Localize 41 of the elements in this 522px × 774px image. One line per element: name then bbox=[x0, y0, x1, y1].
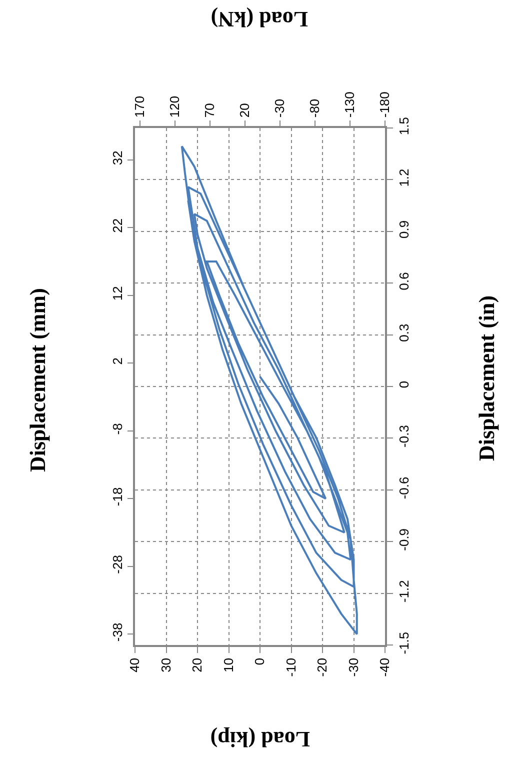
y-tick-label: 12 bbox=[110, 286, 126, 301]
y-axis-title: Displacement (mm) bbox=[25, 288, 50, 472]
x-axis-title: Load (kip) bbox=[210, 727, 310, 752]
x2-tick-label: -30 bbox=[272, 98, 288, 118]
y-tick-label: -8 bbox=[110, 423, 126, 435]
y-tick-label: 32 bbox=[110, 150, 126, 166]
x-tick-label: -20 bbox=[314, 658, 330, 677]
y2-tick-label: 0.6 bbox=[396, 272, 412, 290]
x-tick-label: -30 bbox=[346, 658, 361, 677]
x2-tick-label: 20 bbox=[237, 103, 252, 118]
y2-tick-label: -1.2 bbox=[396, 580, 412, 603]
x-tick-label: 10 bbox=[220, 658, 236, 672]
y-tick-label: -38 bbox=[110, 622, 126, 642]
x-tick-label: -10 bbox=[283, 658, 298, 677]
x-tick-label: 20 bbox=[190, 658, 205, 672]
x2-tick-label: 120 bbox=[167, 96, 182, 118]
y2-tick-label: 0.9 bbox=[396, 220, 412, 238]
x-tick-label: 30 bbox=[158, 658, 174, 672]
x2-tick-label: 170 bbox=[132, 96, 148, 118]
x2-tick-label: 70 bbox=[202, 103, 218, 118]
x2-tick-label: -180 bbox=[377, 92, 392, 118]
y2-tick-label: -0.3 bbox=[396, 425, 412, 448]
y2-tick-label: 1.2 bbox=[396, 168, 412, 187]
y-tick-label: 22 bbox=[110, 218, 126, 233]
y2-tick-label: 0.3 bbox=[396, 324, 412, 342]
y-tick-label: 2 bbox=[110, 358, 126, 365]
y-tick-label: -28 bbox=[110, 555, 126, 574]
y2-axis-title: Displacement (in) bbox=[474, 295, 499, 461]
line-series bbox=[180, 145, 358, 636]
x2-axis-title: Load (kN) bbox=[210, 7, 308, 32]
y2-tick-label: -0.6 bbox=[396, 476, 412, 500]
x-tick-label: 40 bbox=[127, 658, 142, 672]
x-tick-label: 0 bbox=[252, 658, 268, 666]
y2-tick-label: 0 bbox=[396, 380, 412, 388]
x2-tick-label: -80 bbox=[307, 98, 322, 118]
y2-tick-label: 1.5 bbox=[396, 117, 412, 136]
y-tick-label: -18 bbox=[110, 487, 126, 506]
y2-tick-label: -1.5 bbox=[396, 632, 412, 654]
x-tick-label: -40 bbox=[377, 658, 392, 677]
y2-tick-label: -0.9 bbox=[396, 528, 412, 551]
x2-tick-label: -130 bbox=[342, 92, 358, 118]
